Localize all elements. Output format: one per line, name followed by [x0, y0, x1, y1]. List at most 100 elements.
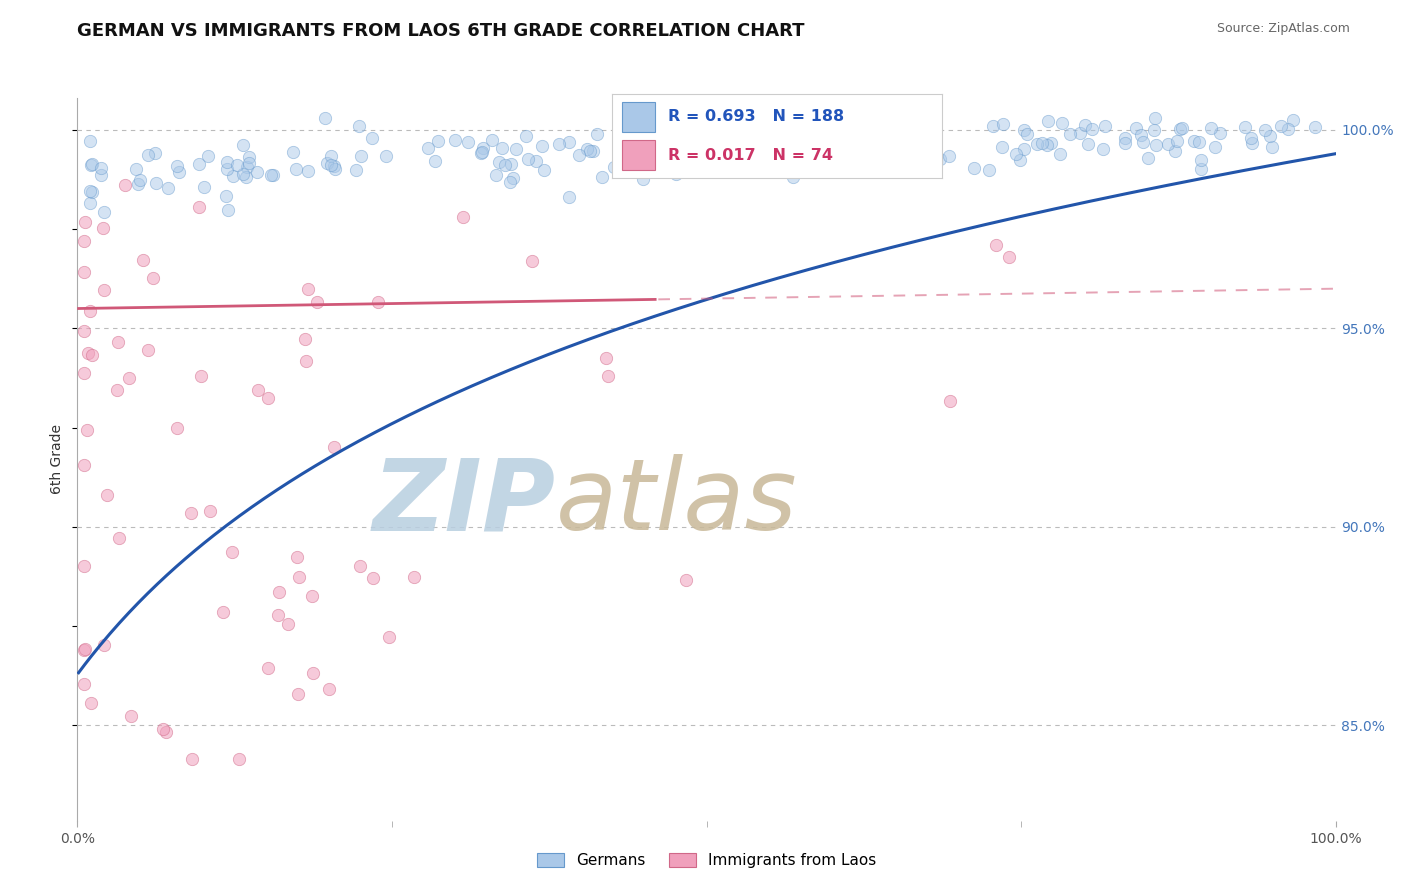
Point	[127, 178, 149, 192]
Point	[1069, 127, 1091, 141]
Point	[190, 368, 212, 383]
Point	[494, 159, 516, 173]
Point	[782, 170, 804, 185]
Point	[344, 163, 367, 178]
Point	[167, 165, 190, 179]
Point	[548, 136, 571, 151]
Point	[235, 170, 257, 185]
Point	[1188, 135, 1211, 149]
Point	[963, 161, 986, 176]
Point	[1270, 120, 1292, 134]
Point	[1282, 113, 1305, 128]
Point	[920, 129, 942, 144]
Point	[993, 117, 1015, 131]
Point	[741, 120, 763, 135]
Point	[197, 148, 219, 162]
Point	[180, 507, 202, 521]
Point	[361, 131, 384, 145]
Point	[939, 393, 962, 408]
Point	[80, 696, 103, 710]
Point	[502, 171, 524, 186]
Point	[579, 144, 602, 158]
Point	[659, 140, 682, 154]
Point	[90, 168, 112, 182]
Point	[302, 665, 325, 680]
Point	[1253, 122, 1275, 136]
Point	[821, 143, 844, 157]
Point	[1189, 153, 1212, 168]
Point	[262, 168, 284, 182]
Point	[1166, 134, 1188, 148]
Point	[72, 558, 94, 573]
Point	[136, 343, 159, 357]
Point	[752, 163, 775, 178]
Point	[212, 605, 235, 619]
Point	[187, 156, 209, 170]
Point	[114, 178, 136, 192]
Point	[883, 116, 905, 130]
Point	[193, 180, 215, 194]
Point	[1114, 131, 1136, 145]
Point	[530, 138, 553, 153]
Point	[118, 371, 141, 385]
Point	[515, 129, 537, 144]
Point	[143, 146, 166, 161]
Point	[285, 549, 308, 564]
Point	[481, 132, 503, 146]
Point	[643, 148, 665, 162]
Point	[1005, 147, 1028, 161]
Point	[1184, 134, 1206, 148]
Point	[669, 139, 692, 153]
Point	[1233, 120, 1256, 135]
Point	[96, 488, 118, 502]
Point	[444, 133, 467, 147]
Point	[612, 117, 634, 131]
Point	[416, 141, 439, 155]
Point	[79, 195, 101, 210]
Point	[247, 383, 270, 397]
Point	[377, 631, 399, 645]
Point	[238, 150, 260, 164]
Point	[558, 135, 581, 149]
Point	[1258, 129, 1281, 144]
Point	[499, 156, 522, 170]
Point	[90, 161, 112, 176]
Point	[498, 175, 520, 189]
Point	[991, 139, 1014, 153]
Text: atlas: atlas	[555, 454, 797, 551]
Point	[1143, 123, 1166, 137]
Point	[686, 116, 709, 130]
Point	[837, 147, 859, 161]
Point	[321, 149, 343, 163]
Point	[232, 138, 254, 153]
Point	[82, 348, 104, 362]
Point	[347, 119, 370, 133]
Point	[595, 351, 617, 366]
Point	[858, 127, 880, 141]
Point	[586, 128, 609, 142]
Point	[533, 163, 555, 178]
Point	[294, 332, 316, 346]
Point	[277, 616, 299, 631]
Point	[834, 123, 856, 137]
Point	[679, 117, 702, 131]
Point	[457, 136, 479, 150]
Point	[295, 354, 318, 368]
Point	[350, 149, 373, 163]
Point	[155, 724, 177, 739]
Point	[314, 111, 336, 125]
Text: ZIP: ZIP	[373, 454, 555, 551]
Point	[1132, 136, 1154, 150]
Point	[82, 157, 104, 171]
Point	[616, 127, 638, 141]
Point	[325, 161, 347, 176]
Point	[665, 167, 688, 181]
Y-axis label: 6th Grade: 6th Grade	[51, 425, 65, 494]
Point	[128, 173, 150, 187]
Point	[93, 220, 115, 235]
Point	[567, 147, 589, 161]
Point	[323, 159, 346, 173]
Text: GERMAN VS IMMIGRANTS FROM LAOS 6TH GRADE CORRELATION CHART: GERMAN VS IMMIGRANTS FROM LAOS 6TH GRADE…	[77, 22, 804, 40]
Point	[1201, 120, 1223, 135]
Point	[166, 159, 188, 173]
